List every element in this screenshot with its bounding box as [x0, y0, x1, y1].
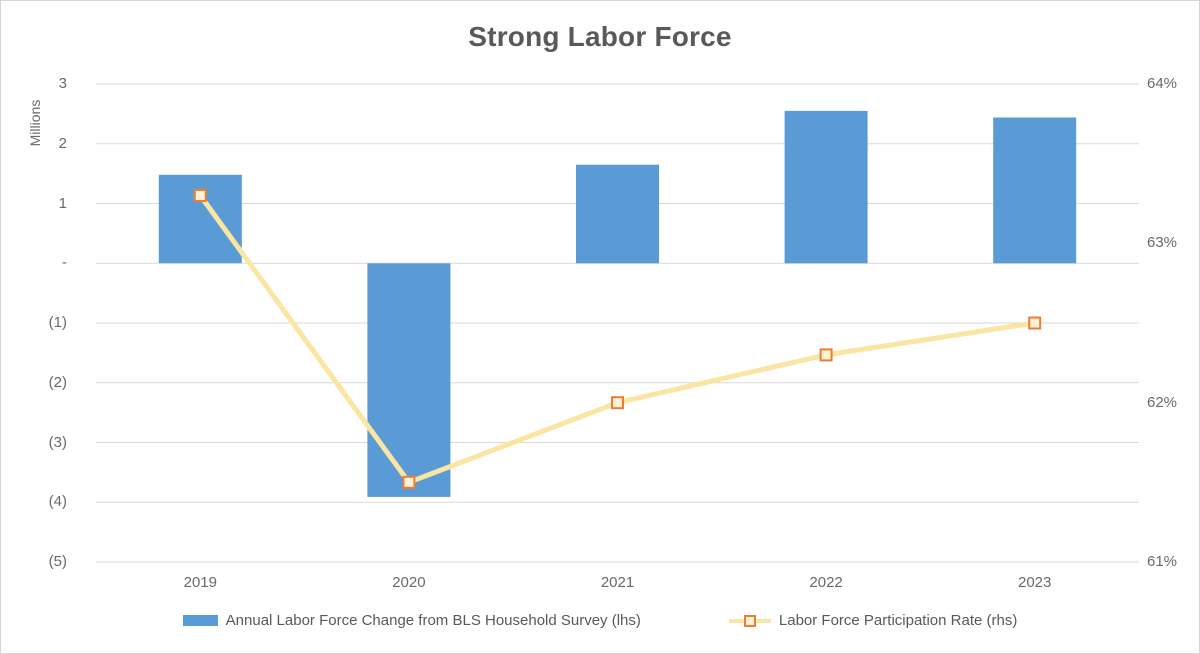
left-axis-tick: 3: [58, 75, 67, 92]
line-marker-2023: [1028, 316, 1042, 330]
x-axis-label: 2022: [809, 574, 843, 591]
bar-2020: [367, 263, 451, 497]
right-axis-tick: 62%: [1147, 393, 1178, 411]
legend: Annual Labor Force Change from BLS House…: [1, 612, 1199, 629]
left-axis-tick: (2): [48, 373, 67, 391]
bar-2023: [993, 117, 1077, 264]
left-axis-tick: (4): [48, 493, 67, 511]
left-axis-tick: (1): [48, 314, 67, 331]
left-axis-tick: (3): [48, 433, 67, 451]
line-swatch-marker-icon: [743, 614, 756, 627]
left-axis-tick: 2: [58, 134, 67, 152]
line-marker-2022: [819, 348, 833, 362]
right-axis-tick: 64%: [1147, 75, 1178, 92]
left-axis-tick: -: [62, 254, 67, 272]
legend-item-bar-series: Annual Labor Force Change from BLS House…: [182, 612, 641, 629]
x-axis-label: 2023: [1018, 574, 1052, 591]
left-axis-tick: 1: [58, 194, 67, 212]
right-axis-tick: 61%: [1147, 553, 1178, 570]
legend-label-bar-series: Annual Labor Force Change from BLS House…: [225, 612, 641, 629]
line-series-swatch-icon: [728, 614, 771, 627]
line-marker-2021: [611, 396, 624, 410]
legend-label-line-series: Labor Force Participation Rate (rhs): [778, 612, 1018, 629]
bar-series-swatch-icon: [182, 615, 218, 626]
chart-title: Strong Labor Force: [468, 21, 732, 52]
right-axis-tick: 63%: [1147, 234, 1178, 252]
bar-2021: [576, 164, 659, 264]
line-marker-2019: [193, 189, 207, 202]
bar-2019: [158, 174, 242, 264]
x-axis-label: 2021: [600, 574, 635, 591]
legend-item-line-series: Labor Force Participation Rate (rhs): [728, 612, 1018, 629]
line-marker-2020: [402, 475, 416, 489]
bar-2022: [784, 110, 868, 264]
left-axis-tick: (5): [48, 553, 67, 570]
x-axis-label: 2019: [183, 574, 217, 591]
x-axis-label: 2020: [392, 574, 426, 591]
